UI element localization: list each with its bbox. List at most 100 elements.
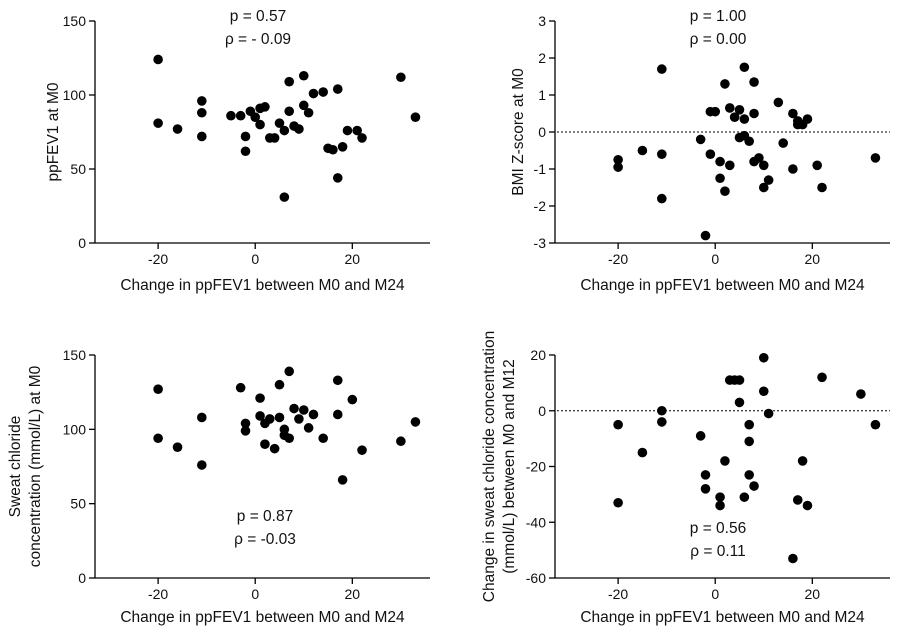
stat-annotation: p = 0.87 — [237, 508, 293, 525]
data-point — [657, 193, 667, 204]
data-point — [298, 70, 309, 81]
data-point — [788, 164, 798, 174]
stat-annotation: ρ = 0.11 — [690, 543, 746, 560]
data-point — [710, 106, 721, 117]
x-tick-label: -20 — [608, 251, 628, 267]
data-point — [328, 144, 338, 155]
data-point — [303, 423, 314, 433]
stat-annotation: ρ = - 0.09 — [225, 31, 291, 48]
data-point — [870, 153, 881, 163]
x-axis-label: Change in ppFEV1 between M0 and M24 — [120, 277, 405, 294]
data-point — [778, 138, 788, 148]
data-point — [347, 394, 358, 405]
x-tick-label: 0 — [711, 586, 719, 602]
data-point — [396, 72, 406, 83]
x-axis-label: Change in ppFEV1 between M0 and M24 — [120, 609, 405, 626]
y-tick-label: 0 — [538, 403, 546, 419]
data-point — [817, 372, 827, 383]
data-point — [332, 375, 343, 386]
data-point — [274, 118, 285, 128]
data-point — [279, 125, 290, 136]
data-point — [240, 146, 251, 157]
data-point — [739, 114, 750, 124]
data-point — [235, 110, 246, 121]
chart-panel-3: 0 50 100 150 -20 0 20 Change in ppFEV1 between … — [7, 347, 430, 626]
data-point — [739, 62, 750, 73]
data-point — [729, 112, 740, 122]
data-point — [197, 131, 207, 142]
data-point — [802, 114, 813, 124]
data-point — [172, 442, 183, 452]
data-point — [744, 419, 755, 430]
y-axis-label: (mmol/L) between M0 and M12 — [501, 359, 518, 574]
y-tick-label: -40 — [526, 514, 546, 530]
data-point — [289, 403, 299, 414]
data-point — [308, 88, 319, 99]
data-point — [715, 492, 725, 502]
data-point — [260, 102, 270, 112]
data-point — [269, 133, 280, 143]
x-axis-label: Change in ppFEV1 between M0 and M24 — [580, 609, 865, 626]
data-point — [739, 492, 750, 502]
data-point — [337, 475, 348, 485]
data-point — [153, 54, 163, 65]
data-point — [308, 409, 319, 420]
x-axis-label: Change in ppFEV1 between M0 and M24 — [580, 277, 865, 294]
data-point — [294, 124, 304, 134]
data-point — [695, 134, 706, 145]
data-point — [744, 136, 755, 147]
data-point — [812, 160, 822, 171]
data-point — [264, 414, 275, 424]
data-point — [279, 192, 290, 202]
data-point — [856, 389, 866, 399]
data-point — [298, 100, 309, 111]
data-point — [788, 108, 798, 119]
data-point — [357, 445, 367, 455]
y-tick-label: 50 — [70, 161, 86, 177]
x-tick-label: 20 — [345, 251, 361, 267]
data-point — [758, 182, 769, 193]
data-point — [298, 405, 309, 415]
data-point — [700, 470, 711, 480]
y-tick-label: -1 — [534, 161, 547, 177]
data-point — [274, 412, 285, 423]
data-point — [715, 156, 725, 167]
data-point — [153, 118, 163, 128]
data-point — [700, 484, 711, 494]
data-point — [274, 379, 285, 390]
stat-annotation: p = 0.56 — [690, 520, 746, 537]
data-point — [410, 112, 421, 122]
data-point — [754, 153, 764, 163]
data-point — [724, 160, 735, 171]
y-axis-label: Change in sweat chloride concentration — [481, 331, 498, 602]
data-point — [720, 456, 730, 466]
y-axis-label: Sweat chloride — [7, 416, 24, 518]
data-point — [744, 470, 755, 480]
chart-panel-1: 0 50 100 150 -20 0 20 Change in ppFEV1 between … — [45, 8, 430, 294]
data-point — [802, 500, 813, 511]
data-point — [724, 103, 735, 113]
data-point — [817, 182, 827, 193]
data-point — [700, 230, 711, 241]
y-axis-label: ppFEV1 at M0 — [45, 82, 62, 181]
data-point — [763, 175, 774, 185]
data-point — [240, 418, 251, 429]
data-point — [337, 142, 348, 152]
x-tick-label: 20 — [805, 586, 821, 602]
data-point — [255, 119, 265, 130]
data-point — [303, 107, 314, 118]
data-point — [657, 417, 667, 427]
data-point — [637, 145, 648, 156]
data-point — [758, 352, 769, 363]
data-point — [720, 79, 730, 89]
x-tick-label: 0 — [251, 251, 259, 267]
data-point — [284, 106, 295, 117]
data-point — [744, 436, 755, 447]
data-point — [357, 133, 367, 143]
data-point — [637, 447, 648, 458]
y-tick-label: 3 — [538, 13, 546, 29]
x-tick-label: 20 — [345, 586, 361, 602]
y-tick-label: 0 — [538, 124, 546, 140]
x-tick-label: -20 — [148, 586, 168, 602]
